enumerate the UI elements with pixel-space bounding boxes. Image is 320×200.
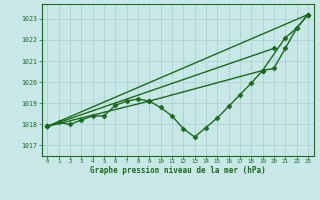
X-axis label: Graphe pression niveau de la mer (hPa): Graphe pression niveau de la mer (hPa) (90, 166, 266, 175)
